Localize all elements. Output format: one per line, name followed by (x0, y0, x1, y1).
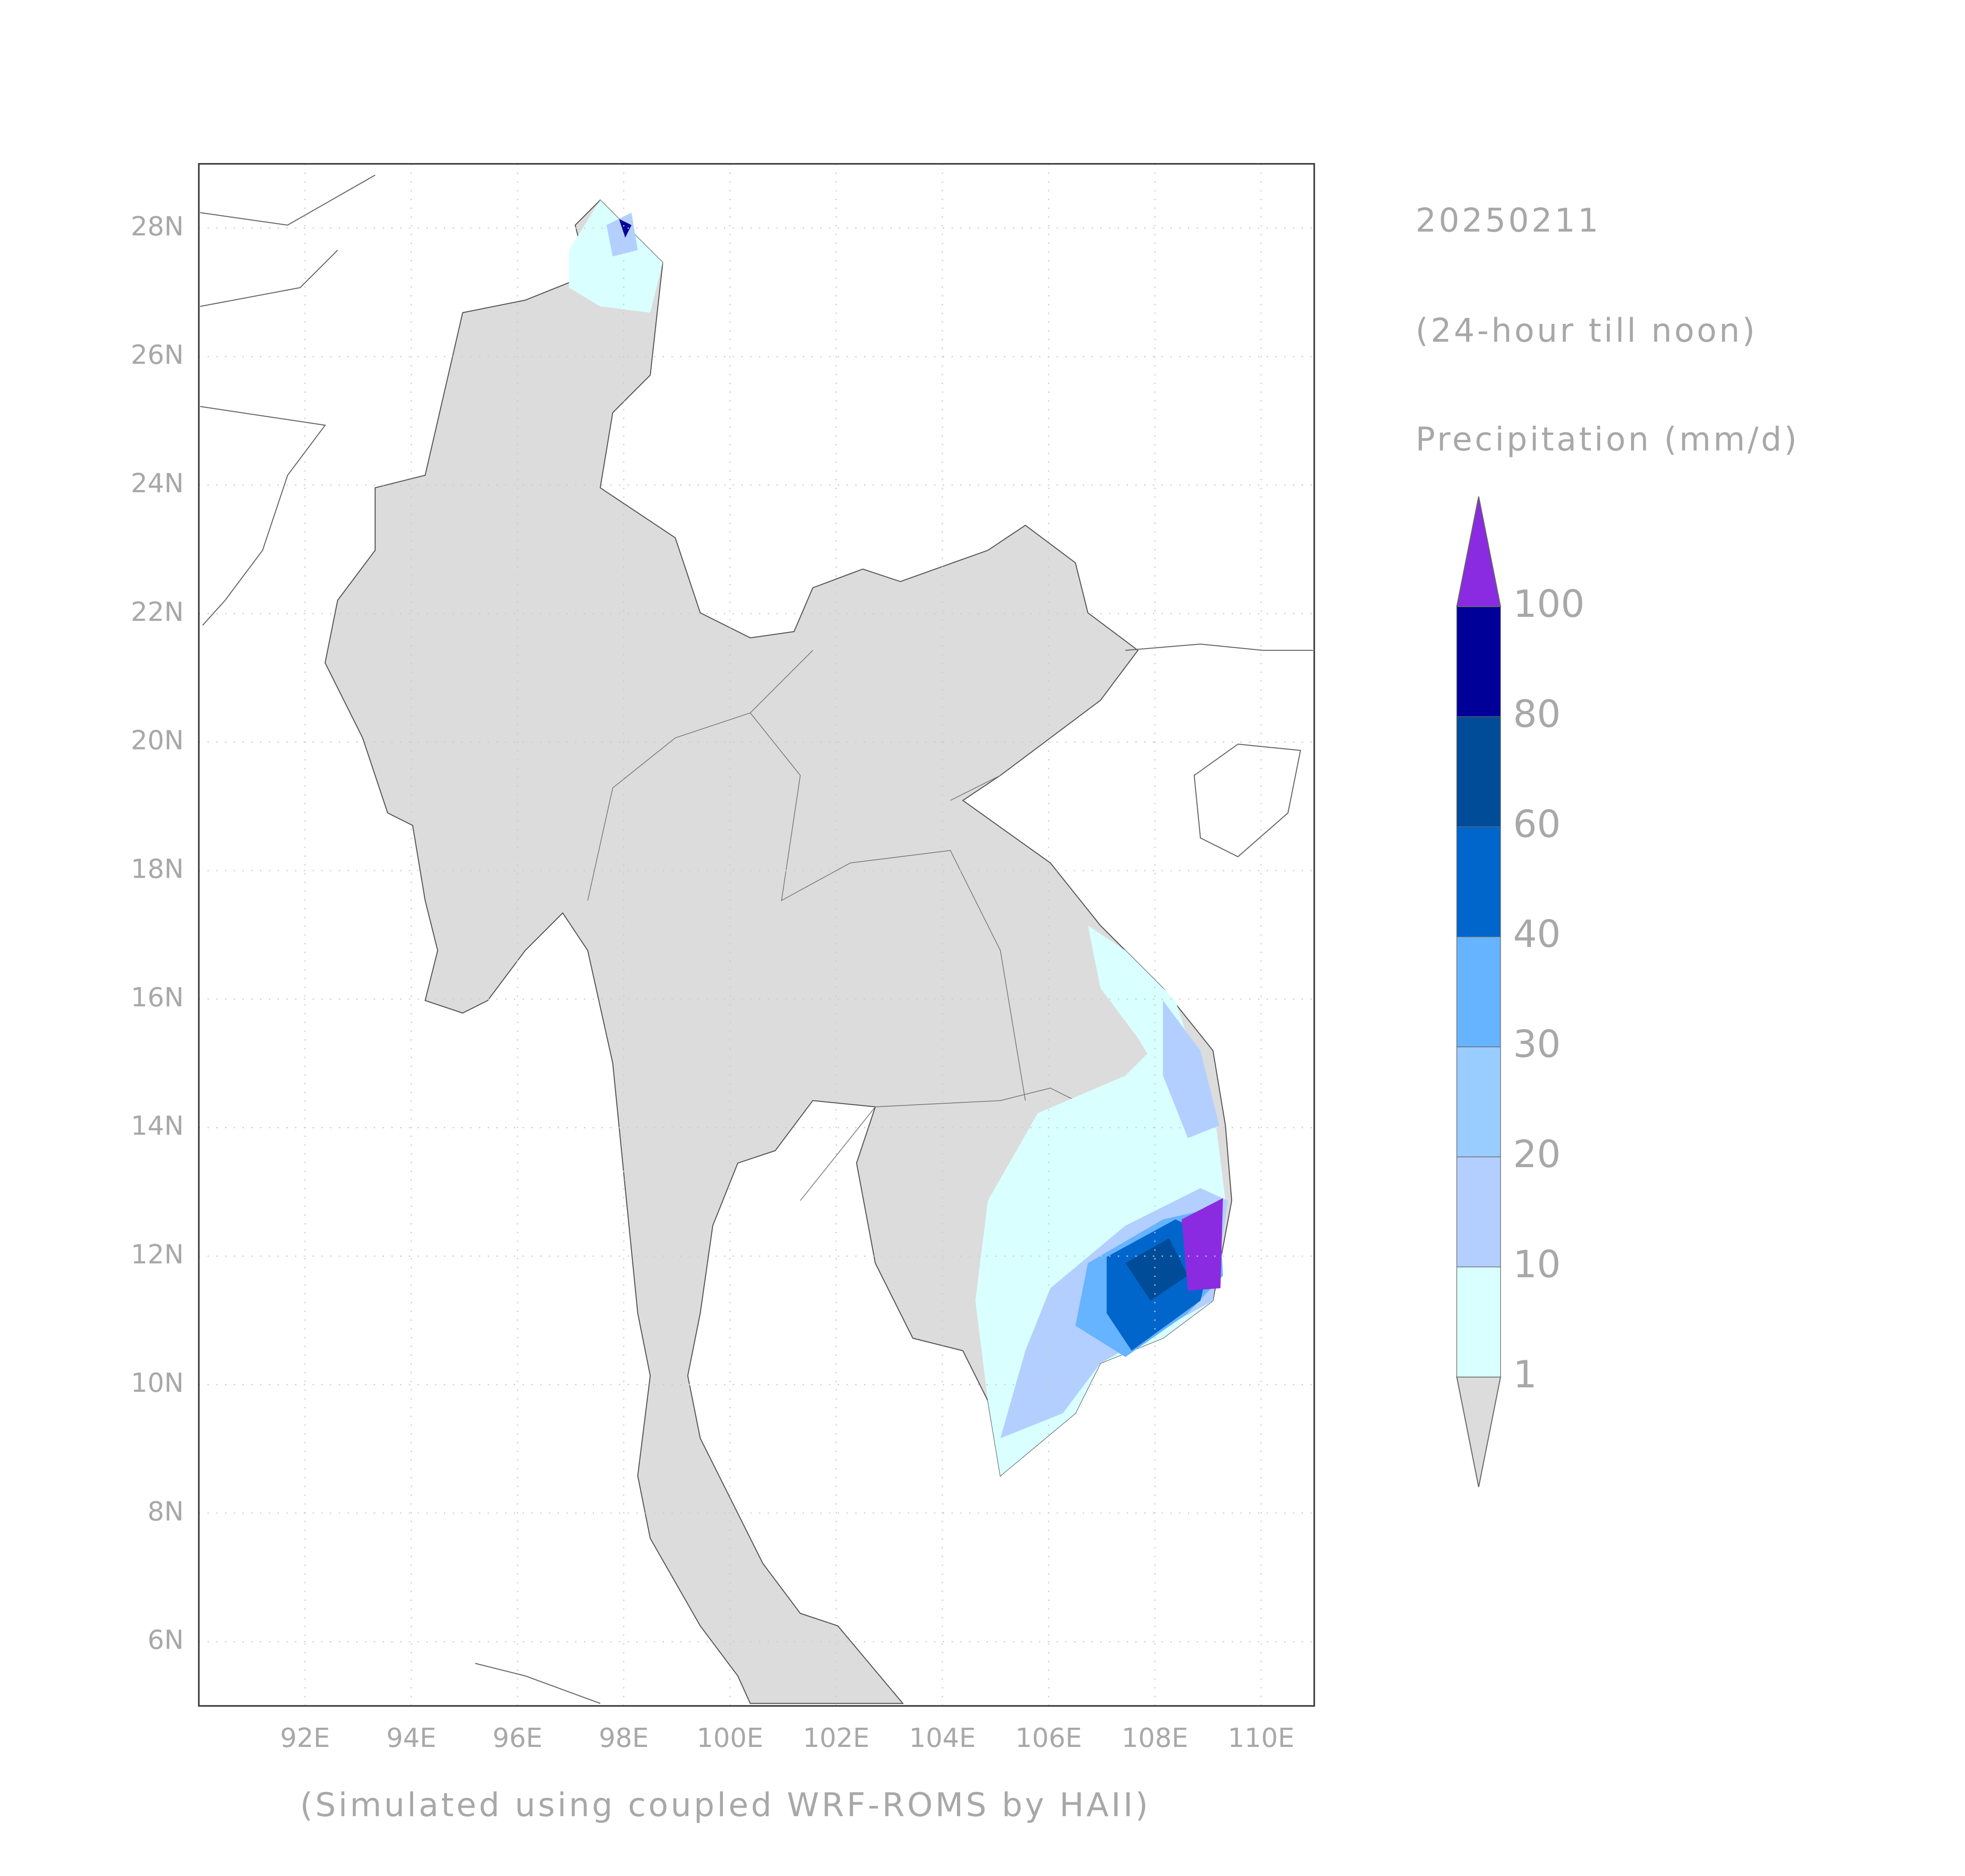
precip-area (1181, 1198, 1223, 1291)
precip-area (1162, 1000, 1219, 1138)
x-tick-label: 108E (1121, 1722, 1188, 1753)
x-tick-label: 96E (493, 1722, 543, 1753)
colorbar-label: 40 (1513, 912, 1561, 956)
x-tick-label: 106E (1015, 1722, 1082, 1753)
colorbar-segment (1456, 936, 1501, 1047)
x-tick-label: 92E (280, 1722, 330, 1753)
x-tick-label: 104E (909, 1722, 976, 1753)
y-tick-label: 10N (131, 1367, 184, 1398)
map-date: 20250211 (1416, 201, 1601, 239)
map-frame (198, 163, 1315, 1707)
colorbar-segment (1456, 1046, 1501, 1157)
y-tick-label: 14N (131, 1110, 184, 1141)
y-tick-label: 24N (131, 468, 184, 498)
precip-area (569, 200, 663, 313)
y-tick-label: 28N (131, 211, 184, 242)
y-tick-label: 8N (147, 1496, 184, 1527)
x-tick-label: 98E (599, 1722, 649, 1753)
y-tick-label: 18N (131, 853, 184, 884)
land-layer (200, 175, 1313, 1704)
y-tick-label: 6N (147, 1624, 184, 1655)
map-subtitle: (24-hour till noon) (1416, 312, 1758, 350)
footer-note: (Simulated using coupled WRF-ROMS by HAI… (300, 1786, 1150, 1824)
colorbar-segment (1456, 606, 1501, 717)
precipitation-layer (569, 200, 1228, 1476)
colorbar-label: 10 (1513, 1242, 1561, 1286)
colorbar-extend-high (1456, 496, 1501, 607)
precip-area (619, 219, 631, 238)
colorbar-label: 20 (1513, 1132, 1561, 1176)
y-tick-label: 12N (131, 1239, 184, 1269)
precip-area (1125, 1238, 1188, 1301)
border (587, 650, 1126, 1201)
colorbar-label: 1 (1513, 1353, 1537, 1396)
coastline (200, 175, 1313, 1704)
y-tick-label: 16N (131, 982, 184, 1013)
colorbar-label: 100 (1513, 582, 1585, 626)
variable-label: Precipitation (mm/d) (1416, 420, 1799, 458)
y-tick-label: 22N (131, 596, 184, 627)
y-tick-label: 20N (131, 725, 184, 756)
y-tick-label: 26N (131, 339, 184, 370)
colorbar-segment (1456, 716, 1501, 827)
colorbar-extend-low (1456, 1376, 1501, 1487)
precip-area (606, 213, 638, 257)
x-tick-label: 110E (1228, 1722, 1294, 1753)
colorbar-segment (1456, 826, 1501, 937)
colorbar-segment (1456, 1266, 1501, 1378)
colorbar-label: 30 (1513, 1022, 1561, 1066)
colorbar-label: 60 (1513, 802, 1561, 846)
x-tick-label: 102E (803, 1722, 870, 1753)
colorbar-label: 80 (1513, 692, 1561, 736)
x-tick-label: 94E (386, 1722, 436, 1753)
x-tick-label: 100E (697, 1722, 763, 1753)
hainan (1193, 743, 1301, 858)
colorbar-segment (1456, 1156, 1501, 1268)
